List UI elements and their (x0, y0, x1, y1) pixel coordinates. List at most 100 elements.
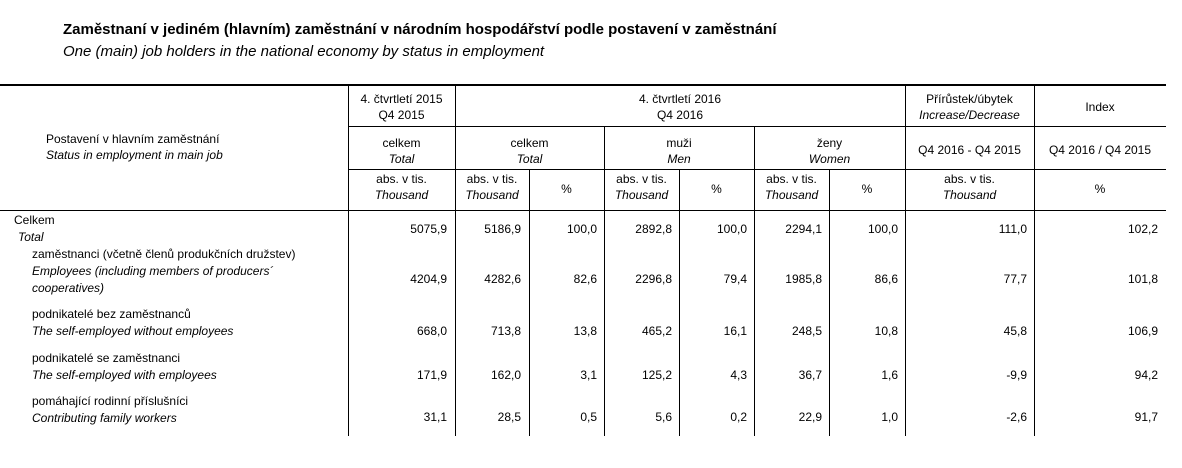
row-label-self-with-emp-en: The self-employed with employees (32, 368, 217, 382)
q2016-total-cz: celkem (510, 136, 549, 150)
cell-self-with-emp-women: 36,7 (798, 368, 822, 382)
row-label-self-no-emp: podnikatelé bez zaměstnanců The self-emp… (32, 306, 346, 340)
q2016-men-en: Men (667, 152, 691, 166)
cell-total-index: 102,2 (1127, 222, 1158, 236)
row-label-family-en: Contributing family workers (32, 411, 177, 425)
stub-header-cz: Postavení v hlavním zaměstnání (46, 132, 220, 146)
cell-family-q2016: 28,5 (497, 410, 521, 424)
q2015-abs-cz: abs. v tis. (376, 172, 427, 186)
cell-self-no-emp-women: 248,5 (791, 324, 822, 338)
q2015-total-cz: celkem (382, 136, 421, 150)
row-label-self-with-emp-cz: podnikatelé se zaměstnanci (32, 351, 181, 365)
q2016-total-header: celkem Total (455, 135, 604, 167)
change-abs-en: Thousand (942, 188, 997, 202)
col-sep-stub (348, 85, 349, 436)
row-label-self-with-emp: podnikatelé se zaměstnanci The self-empl… (32, 350, 346, 384)
cell-total-q2015: 5075,9 (410, 222, 447, 236)
cell-self-no-emp-women-pct: 10,8 (874, 324, 898, 338)
row-label-family-cz: pomáhající rodinní příslušníci (32, 394, 189, 408)
q2016-total-abs-cz: abs. v tis. (466, 172, 518, 186)
header-bottom-border (0, 210, 1166, 211)
row-label-family: pomáhající rodinní příslušníci Contribut… (32, 393, 346, 427)
index-period-header: Q4 2016 / Q4 2015 (1048, 143, 1152, 157)
q2016-men-abs-header: abs. v tis. Thousand (604, 171, 679, 203)
col-sep-men-pct (679, 169, 680, 436)
row-label-total-en: Total (18, 230, 44, 244)
stub-header-en: Status in employment in main job (46, 148, 223, 162)
cell-family-women-pct: 1,0 (881, 410, 898, 424)
stub-header: Postavení v hlavním zaměstnání Status in… (46, 131, 346, 163)
cell-self-no-emp-change: 45,8 (1003, 324, 1027, 338)
cell-self-with-emp-index: 94,2 (1134, 368, 1158, 382)
q2016-men-abs-en: Thousand (614, 188, 669, 202)
col-sep-men (604, 126, 605, 436)
col-sep-2016 (455, 85, 456, 436)
cell-employees-q2016: 4282,6 (484, 272, 521, 286)
cell-employees-change: 77,7 (1003, 272, 1027, 286)
cell-self-no-emp-index: 106,9 (1127, 324, 1158, 338)
cell-total-men: 2892,8 (635, 222, 672, 236)
row-label-employees-cz: zaměstnanci (včetně členů produkčních dr… (32, 247, 296, 261)
q2016-men-pct-header: % (711, 182, 722, 196)
change-period-header: Q4 2016 - Q4 2015 (918, 143, 1021, 157)
row-label-self-no-emp-cz: podnikatelé bez zaměstnanců (32, 307, 191, 321)
q2016-total-pct-header: % (561, 182, 572, 196)
cell-total-q2016: 5186,9 (484, 222, 521, 236)
col-sep-index (1034, 85, 1035, 436)
q2016-men-abs-cz: abs. v tis. (616, 172, 667, 186)
cell-self-with-emp-q2016: 162,0 (490, 368, 521, 382)
change-header-cz: Přírůstek/úbytek (926, 92, 1013, 106)
cell-employees-index: 101,8 (1127, 272, 1158, 286)
q2016-header: 4. čtvrtletí 2016 Q4 2016 (455, 91, 905, 123)
cell-total-men-pct: 100,0 (716, 222, 747, 236)
cell-self-no-emp-q2016-pct: 13,8 (573, 324, 597, 338)
row-label-employees-en: Employees (including members of producer… (32, 264, 274, 278)
q2016-header-en: Q4 2016 (656, 108, 704, 122)
row-label-total: Celkem Total (14, 212, 344, 246)
cell-total-change: 111,0 (998, 222, 1027, 236)
cell-self-no-emp-men: 465,2 (641, 324, 672, 338)
cell-family-q2015: 31,1 (423, 410, 447, 424)
q2016-header-cz: 4. čtvrtletí 2016 (638, 92, 722, 106)
cell-total-women: 2294,1 (785, 222, 822, 236)
q2016-total-en: Total (516, 152, 543, 166)
change-abs-cz: abs. v tis. (944, 172, 995, 186)
q2016-women-pct-header: % (861, 182, 873, 196)
cell-employees-q2015: 4204,9 (410, 272, 447, 286)
cell-family-men-pct: 0,2 (730, 410, 747, 424)
cell-self-no-emp-q2015: 668,0 (416, 324, 447, 338)
cell-employees-men: 2296,8 (635, 272, 672, 286)
change-abs-header: abs. v tis. Thousand (905, 171, 1034, 203)
header-divider-1 (455, 126, 905, 127)
cell-self-with-emp-q2016-pct: 3,1 (580, 368, 597, 382)
q2016-men-cz: muži (666, 136, 692, 150)
col-sep-women-pct (829, 169, 830, 436)
q2015-header: 4. čtvrtletí 2015 Q4 2015 (348, 91, 455, 123)
row-label-total-cz: Celkem (14, 213, 55, 227)
q2015-header-cz: 4. čtvrtletí 2015 (360, 92, 443, 106)
table-top-border (0, 84, 1166, 86)
q2016-women-header: ženy Women (754, 135, 905, 167)
header-right-divider (905, 126, 1166, 127)
col-sep-change (905, 85, 906, 436)
header-divider-2 (348, 169, 1166, 170)
q2016-women-cz: ženy (816, 136, 843, 150)
cell-family-women: 22,9 (798, 410, 822, 424)
cell-employees-men-pct: 79,4 (723, 272, 747, 286)
q2015-total-en: Total (388, 152, 415, 166)
cell-total-women-pct: 100,0 (867, 222, 898, 236)
cell-employees-q2016-pct: 82,6 (573, 272, 597, 286)
q2016-women-abs-header: abs. v tis. Thousand (754, 171, 829, 203)
cell-family-men: 5,6 (655, 410, 672, 424)
cell-self-with-emp-men: 125,2 (641, 368, 672, 382)
change-header-en: Increase/Decrease (919, 108, 1020, 122)
col-sep-total-pct (529, 169, 530, 436)
cell-family-index: 91,7 (1134, 410, 1158, 424)
q2016-women-en: Women (808, 152, 851, 166)
row-label-employees-en2: cooperatives) (32, 281, 105, 295)
index-pct-header: % (1094, 182, 1106, 196)
q2016-men-header: muži Men (604, 135, 754, 167)
q2015-abs-header: abs. v tis. Thousand (348, 171, 455, 203)
index-header: Index (1085, 100, 1115, 114)
q2015-header-en: Q4 2015 (378, 108, 425, 122)
